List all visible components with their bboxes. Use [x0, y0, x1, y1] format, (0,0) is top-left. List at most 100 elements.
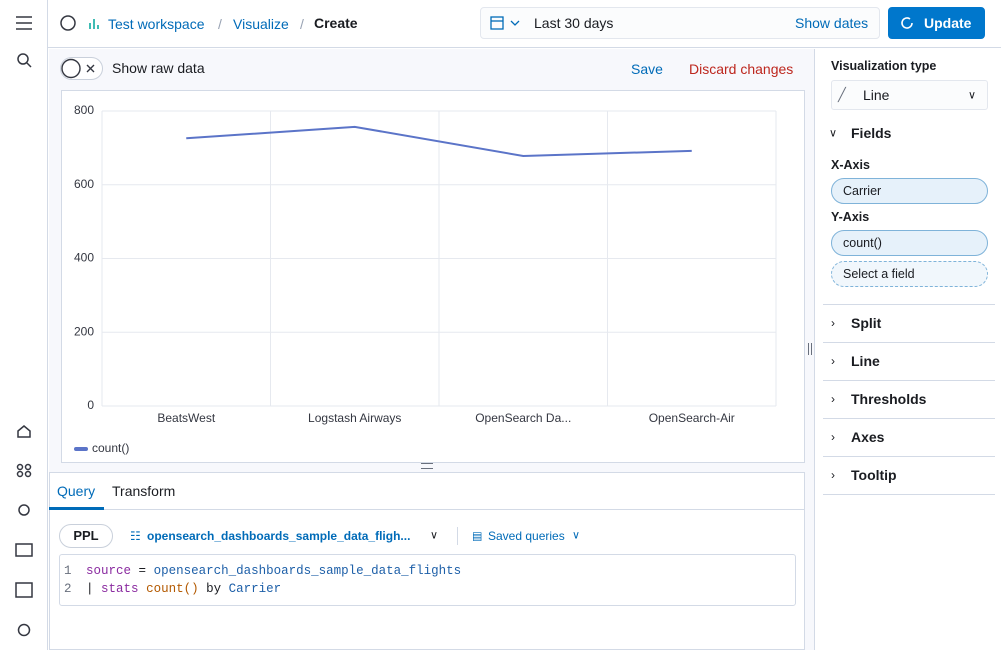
breadcrumb-separator: /: [218, 16, 222, 32]
line-number: 1: [64, 564, 72, 578]
type-select[interactable]: [831, 80, 988, 110]
apps-icon[interactable]: [16, 463, 32, 478]
nav-icons: [15, 16, 33, 637]
discard-button[interactable]: Discard changes: [689, 61, 794, 77]
index-selector[interactable]: opensearch_dashboards_sample_data_fligh.…: [147, 529, 411, 543]
operator: =: [138, 564, 147, 578]
identifier: opensearch_dashboards_sample_data_flight…: [153, 564, 462, 578]
show-dates[interactable]: Show dates: [795, 15, 869, 31]
calendar-icon[interactable]: [489, 15, 523, 31]
toggle-icon: [61, 58, 95, 79]
divider: [823, 456, 995, 457]
settings-icon[interactable]: [18, 504, 30, 516]
x-tick-label: OpenSearch Da...: [475, 411, 571, 425]
code-editor[interactable]: [59, 554, 796, 606]
identifier: Carrier: [228, 582, 282, 596]
menu-icon[interactable]: [16, 16, 32, 30]
breadcrumb[interactable]: Test workspace: [108, 16, 205, 32]
chevron: ∨: [430, 529, 439, 542]
y-tick-label: 800: [74, 103, 94, 117]
tab-underline: [49, 507, 104, 510]
chevron: ∨: [829, 127, 838, 140]
y-tick-label: 200: [74, 324, 94, 338]
section-title[interactable]: Thresholds: [851, 391, 927, 407]
series-line: [186, 125, 692, 157]
x-tick-label: Logstash Airways: [308, 411, 401, 425]
y-tick-label: 0: [87, 398, 94, 412]
divider: [823, 418, 995, 419]
tab[interactable]: Query: [57, 483, 96, 499]
section-title[interactable]: Axes: [851, 429, 885, 445]
axis-label: X-Axis: [831, 158, 870, 172]
resize-handle[interactable]: [421, 463, 433, 469]
dev-icon[interactable]: [15, 582, 33, 598]
workspace-icon: [89, 19, 99, 29]
operator: |: [86, 582, 94, 596]
axis-label: Y-Axis: [831, 210, 870, 224]
section-title[interactable]: Split: [851, 315, 882, 331]
saved-queries[interactable]: Saved queries: [488, 529, 565, 543]
section-title[interactable]: Fields: [851, 125, 892, 141]
divider: [823, 494, 995, 495]
chevron: ∨: [572, 529, 581, 542]
field-pill[interactable]: count(): [831, 230, 988, 256]
section-title[interactable]: Tooltip: [851, 467, 897, 483]
x-tick-label: BeatsWest: [157, 411, 215, 425]
divider: [823, 380, 995, 381]
home-icon[interactable]: [17, 425, 31, 438]
line-number: 2: [64, 582, 72, 596]
tab[interactable]: Transform: [112, 483, 176, 499]
date-picker[interactable]: [480, 7, 880, 39]
side-nav: [0, 0, 48, 650]
separator: [457, 527, 458, 545]
keyword: stats: [101, 582, 139, 596]
x-tick-label: OpenSearch-Air: [649, 411, 735, 425]
field-pill[interactable]: Carrier: [831, 178, 988, 204]
chevron: ›: [831, 354, 835, 368]
chevron: ›: [831, 392, 835, 406]
breadcrumb-separator: /: [300, 16, 304, 32]
add-field[interactable]: Select a field: [831, 261, 988, 287]
legend-label: count(): [92, 441, 129, 455]
chevron: ›: [831, 468, 835, 482]
legend-swatch: [74, 447, 88, 451]
update-button[interactable]: Update: [888, 7, 985, 39]
tab-divider: [49, 509, 805, 510]
section-title[interactable]: Line: [851, 353, 880, 369]
header-icons: [60, 15, 99, 31]
top-bar: [48, 0, 1001, 48]
chevron: ›: [831, 316, 835, 330]
splitter[interactable]: [808, 343, 812, 355]
history-icon[interactable]: [60, 15, 76, 31]
y-tick-label: 600: [74, 177, 94, 191]
function: count(): [146, 582, 199, 596]
console-icon[interactable]: [15, 543, 33, 557]
query-panel: [49, 472, 805, 650]
code-line: source = opensearch_dashboards_sample_da…: [86, 564, 461, 578]
divider: [823, 304, 995, 305]
chart: 0 200 400 600 800 BeatsWest Logstash Airways Op…: [61, 90, 805, 463]
keyword: by: [206, 582, 222, 596]
chevron: ›: [831, 430, 835, 444]
code-line: | stats count() by Carrier: [86, 582, 281, 596]
save-button[interactable]: Save: [631, 61, 663, 77]
saved-icon: ▤: [472, 530, 483, 543]
keyword: source: [86, 564, 132, 578]
breadcrumb[interactable]: Visualize: [233, 16, 289, 32]
raw-data-toggle[interactable]: [60, 57, 103, 80]
index-icon: ☷: [130, 529, 141, 543]
type-value: Line: [863, 87, 890, 103]
info-icon[interactable]: [17, 623, 31, 637]
panel-label: Visualization type: [831, 59, 937, 73]
line-icon: ╱: [838, 87, 846, 102]
divider: [823, 342, 995, 343]
panel-border: [814, 49, 815, 650]
breadcrumb-current: Create: [314, 15, 358, 31]
language-button[interactable]: PPL: [59, 524, 113, 548]
date-range[interactable]: Last 30 days: [534, 15, 614, 31]
y-tick-label: 400: [74, 251, 94, 265]
toggle-label: Show raw data: [112, 60, 205, 76]
chevron: ∨: [968, 89, 977, 102]
search-icon[interactable]: [17, 53, 32, 68]
